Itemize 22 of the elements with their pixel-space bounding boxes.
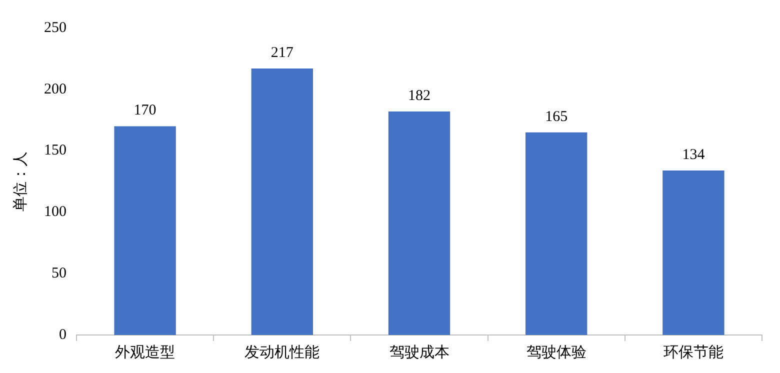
y-axis-title: 单位：人	[12, 152, 29, 212]
x-tick-label: 外观造型	[115, 344, 176, 361]
bar	[662, 170, 724, 335]
y-tick-label: 250	[44, 20, 66, 36]
data-label: 182	[408, 88, 430, 104]
y-tick-label: 200	[44, 81, 66, 98]
data-label: 217	[270, 44, 294, 61]
bar	[526, 132, 588, 335]
x-tick-label: 环保节能	[663, 344, 724, 361]
data-label: 170	[134, 102, 156, 119]
x-tick-label: 驾驶体验	[526, 344, 586, 361]
bar	[388, 112, 450, 335]
y-tick-label: 50	[52, 266, 66, 282]
data-label: 165	[545, 108, 568, 125]
bar	[251, 68, 313, 335]
bar	[114, 126, 176, 335]
x-tick-label: 发动机性能	[244, 344, 320, 361]
x-tick-label: 驾驶成本	[389, 344, 450, 361]
y-tick-label: 150	[44, 142, 66, 159]
data-label: 134	[682, 146, 706, 163]
y-tick-label: 0	[59, 326, 66, 343]
y-tick-label: 100	[44, 204, 66, 220]
